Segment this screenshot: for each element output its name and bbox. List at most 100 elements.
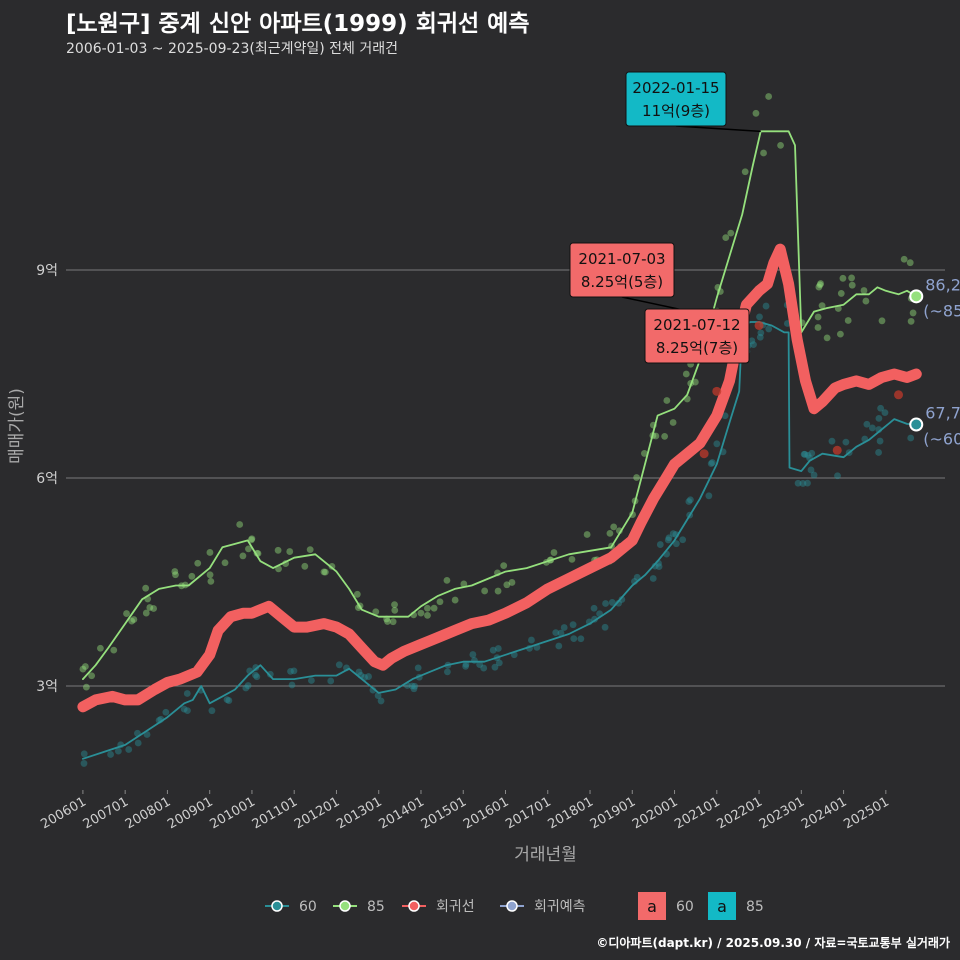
scatter-point-85 — [837, 330, 844, 338]
scatter-point-60 — [669, 530, 677, 538]
x-tick-label: 200901 — [165, 794, 215, 832]
scatter-point-60 — [489, 646, 497, 654]
annotation-box — [569, 242, 675, 298]
scatter-point-85 — [172, 571, 179, 579]
scatter-point-60 — [369, 686, 377, 694]
y-tick-label: 3억 — [36, 679, 58, 695]
scatter-point-85 — [286, 548, 294, 555]
legend-label: 85 — [367, 899, 385, 915]
scatter-point-85 — [424, 611, 431, 619]
prediction-marker — [894, 390, 904, 400]
scatter-point-85 — [860, 287, 868, 294]
legend-dot-regression — [408, 900, 420, 912]
scatter-point-85 — [900, 255, 908, 263]
scatter-point-85 — [777, 142, 784, 149]
scatter-point-60 — [807, 466, 815, 474]
scatter-point-85 — [82, 683, 90, 691]
scatter-point-85 — [301, 562, 309, 570]
x-tick-label: 200601 — [38, 794, 88, 832]
scatter-point-85 — [741, 168, 749, 176]
scatter-point-85 — [722, 234, 730, 242]
scatter-point-85 — [568, 555, 576, 563]
scatter-point-60 — [134, 739, 142, 747]
scatter-point-60 — [288, 681, 296, 689]
annotation-box — [644, 308, 750, 364]
annotation-date: 2021-07-12 — [653, 316, 740, 334]
scatter-point-85 — [79, 665, 87, 673]
scatter-point-85 — [206, 549, 214, 556]
scatter-point-60 — [308, 677, 315, 684]
x-tick-label: 201001 — [207, 794, 257, 832]
x-tick-label: 202401 — [799, 794, 849, 832]
scatter-point-60 — [528, 636, 535, 644]
scatter-point-60 — [223, 696, 231, 703]
scatter-point-60 — [863, 420, 871, 428]
scatter-point-60 — [705, 492, 713, 500]
x-tick-label: 202501 — [841, 794, 891, 832]
scatter-point-60 — [225, 697, 233, 704]
scatter-point-85 — [460, 580, 468, 588]
scatter-point-60 — [649, 575, 657, 582]
scatter-point-60 — [687, 496, 694, 504]
scatter-point-60 — [808, 449, 816, 457]
scatter-point-60 — [799, 480, 807, 487]
scatter-point-85 — [248, 535, 256, 543]
scatter-point-85 — [391, 606, 399, 614]
scatter-point-60 — [107, 751, 114, 758]
scatter-point-60 — [665, 534, 673, 542]
scatter-point-60 — [804, 451, 812, 459]
scatter-point-85 — [389, 618, 397, 626]
scatter-point-85 — [817, 280, 825, 287]
scatter-point-85 — [508, 579, 516, 586]
scatter-point-60 — [875, 449, 882, 456]
scatter-point-85 — [123, 610, 130, 617]
y-axis-title: 매매가(원) — [7, 388, 27, 464]
series-line-s60 — [82, 321, 918, 760]
scatter-point-85 — [128, 617, 136, 625]
scatter-point-60 — [748, 337, 756, 345]
scatter-point-85 — [633, 474, 641, 481]
scatter-point-60 — [80, 760, 88, 767]
scatter-point-60 — [713, 440, 721, 448]
scatter-point-85 — [837, 290, 845, 297]
scatter-point-85 — [906, 259, 914, 267]
scatter-point-60 — [444, 668, 451, 676]
annotation-price: 8.25억(7층) — [656, 339, 738, 357]
legend-badge-label: 85 — [746, 899, 764, 915]
end-point-60 — [909, 417, 924, 432]
scatter-point-85 — [682, 370, 690, 378]
scatter-point-60 — [410, 685, 418, 693]
scatter-point-60 — [842, 438, 850, 446]
x-tick-label: 200801 — [123, 794, 173, 832]
x-axis-title: 거래년월 — [514, 845, 577, 865]
scatter-point-60 — [365, 673, 372, 680]
end-labels-group: 86,200 (~85㎡) 67,714 (~60㎡) — [909, 275, 960, 449]
scatter-point-60 — [114, 747, 122, 755]
scatter-point-85 — [494, 587, 502, 595]
scatter-point-60 — [335, 661, 343, 669]
scatter-point-85 — [384, 618, 391, 625]
legend-label: 60 — [299, 899, 317, 915]
scatter-point-60 — [707, 460, 715, 468]
x-tick-label: 201601 — [461, 794, 511, 832]
scatter-point-85 — [443, 576, 451, 584]
scatter-point-85 — [130, 616, 138, 623]
scatter-point-60 — [253, 673, 261, 681]
scatter-point-85 — [97, 644, 104, 652]
scatter-point-85 — [328, 562, 336, 570]
scatter-point-85 — [862, 297, 870, 305]
scatter-point-85 — [142, 584, 150, 592]
annotation-date: 2021-07-03 — [578, 250, 665, 268]
x-tick-label: 201101 — [250, 794, 300, 832]
credit-text: ©디아파트(dapt.kr) / 2025.09.30 / 자료=국토교통부 실… — [596, 936, 950, 950]
scatter-point-85 — [844, 317, 852, 324]
legend-badge-badge85 — [708, 892, 736, 920]
scatter-point-60 — [608, 599, 616, 606]
scatter-point-85 — [814, 324, 822, 331]
x-tick-label: 201901 — [588, 794, 638, 832]
y-tick-label: 6억 — [36, 471, 58, 487]
scatter-point-60 — [462, 660, 470, 668]
legend-group: 60 85 회귀선 회귀예측 a 60 a 85 — [265, 892, 764, 920]
